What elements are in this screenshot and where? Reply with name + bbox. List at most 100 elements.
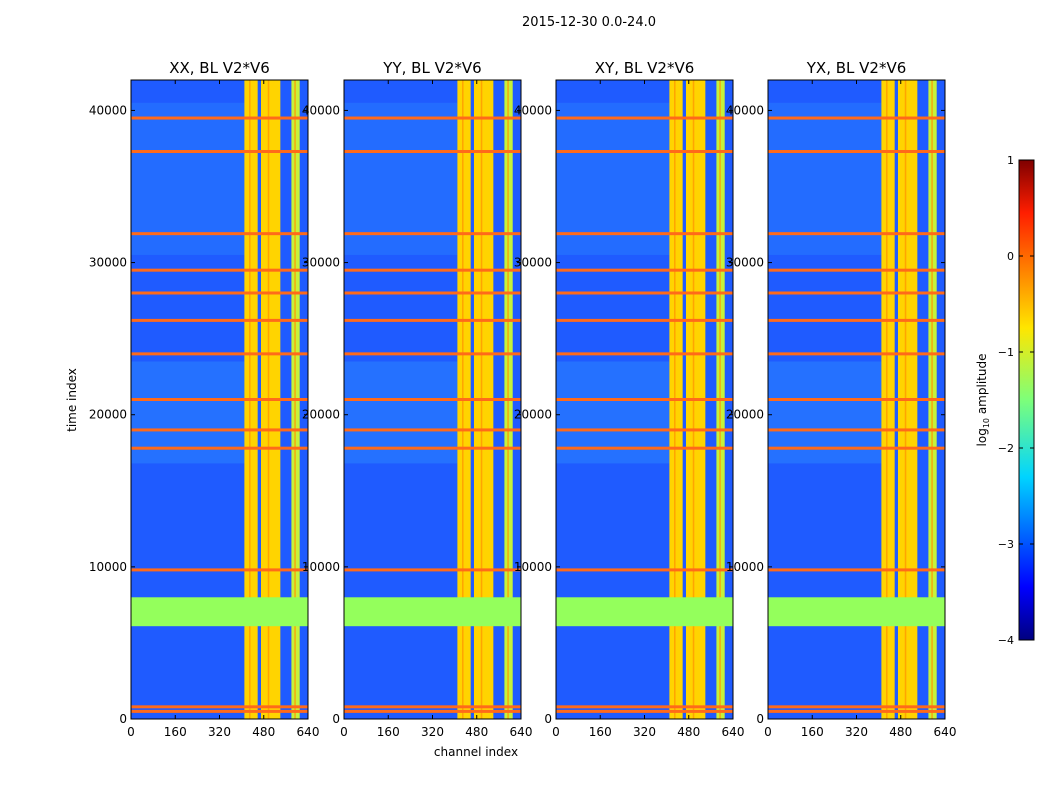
- y-tick-label: 30000: [89, 256, 127, 270]
- colorbar-label-sub: 10: [982, 418, 991, 428]
- rfi-time-row: [344, 446, 521, 450]
- y-tick-label: 30000: [514, 256, 552, 270]
- panel-yx: YX, BL V2*V6 0 160 320 480 640 0 10000 20000 3000…: [726, 59, 957, 739]
- y-tick-label: 40000: [89, 103, 127, 117]
- y-tick-label: 0: [119, 712, 127, 726]
- colorbar-gradient: [1018, 159, 1035, 641]
- rfi-time-row: [344, 291, 521, 295]
- rfi-time-row: [556, 268, 733, 272]
- rfi-time-row: [768, 268, 945, 272]
- rfi-time-row: [556, 568, 733, 572]
- rfi-time-row: [131, 705, 308, 709]
- colorbar-tick-label: −2: [998, 442, 1014, 455]
- rfi-time-row: [131, 318, 308, 322]
- rfi-time-row: [131, 398, 308, 401]
- rfi-time-row: [556, 318, 733, 322]
- y-tick-label: 0: [544, 712, 552, 726]
- panel-title: YY, BL V2*V6: [382, 59, 481, 77]
- colorbar-tick-label: 1: [1007, 154, 1014, 167]
- rfi-time-row: [344, 709, 521, 713]
- panel-title: XX, BL V2*V6: [169, 59, 270, 77]
- y-tick-label: 20000: [89, 408, 127, 422]
- heatmap-emission-region: [344, 102, 458, 255]
- x-tick-label: 640: [934, 725, 957, 739]
- heatmap-emission-region: [768, 102, 882, 255]
- rfi-time-row: [556, 150, 733, 154]
- heatmap-emission-region: [131, 361, 245, 464]
- y-tick-label: 10000: [726, 560, 764, 574]
- rfi-time-row: [556, 291, 733, 295]
- rfi-time-row: [131, 291, 308, 295]
- panels: XX, BL V2*V6 0 160 320 480 640 0 10000 20000 3000…: [89, 59, 957, 739]
- rfi-time-row: [768, 446, 945, 450]
- heatmap-emission-region: [768, 361, 882, 464]
- rfi-time-row: [131, 446, 308, 450]
- rfi-time-row: [768, 709, 945, 713]
- rfi-time-row: [556, 232, 733, 236]
- x-tick-label: 640: [510, 725, 533, 739]
- y-tick-label: 20000: [514, 408, 552, 422]
- rfi-time-row: [768, 318, 945, 322]
- x-tick-label: 480: [465, 725, 488, 739]
- rfi-time-row: [131, 709, 308, 713]
- x-tick-label: 320: [421, 725, 444, 739]
- x-tick-label: 320: [633, 725, 656, 739]
- y-tick-label: 10000: [302, 560, 340, 574]
- rfi-time-row: [344, 232, 521, 236]
- y-tick-label: 0: [756, 712, 764, 726]
- rfi-time-row: [131, 428, 308, 432]
- x-tick-label: 0: [764, 725, 772, 739]
- colorbar-ticks: 1 0 −1 −2 −3 −4: [998, 154, 1034, 647]
- x-tick-label: 320: [208, 725, 231, 739]
- colorbar-tick-label: −4: [998, 634, 1014, 647]
- y-tick-label: 20000: [302, 408, 340, 422]
- figure-suptitle: 2015-12-30 0.0-24.0: [522, 15, 656, 30]
- rfi-time-row: [131, 352, 308, 356]
- x-tick-label: 0: [340, 725, 348, 739]
- y-tick-label: 40000: [302, 103, 340, 117]
- panel-title: YX, BL V2*V6: [806, 59, 907, 77]
- x-axis-label: channel index: [434, 745, 518, 759]
- rfi-time-row: [131, 268, 308, 272]
- rfi-time-row: [768, 291, 945, 295]
- rfi-time-row: [344, 150, 521, 154]
- colorbar-label-main: log: [975, 428, 989, 446]
- colorbar-tick-label: −3: [998, 538, 1014, 551]
- rfi-time-row: [131, 232, 308, 236]
- heatmap-emission-region: [556, 102, 670, 255]
- rfi-time-row: [556, 705, 733, 709]
- heatmap-emission-region: [131, 102, 245, 255]
- rfi-time-row: [768, 398, 945, 401]
- y-tick-label: 10000: [89, 560, 127, 574]
- rfi-time-row: [344, 116, 521, 120]
- x-tick-label: 640: [722, 725, 745, 739]
- y-tick-label: 20000: [726, 408, 764, 422]
- rfi-time-row: [556, 428, 733, 432]
- x-tick-label: 480: [889, 725, 912, 739]
- rfi-time-row: [768, 705, 945, 709]
- rfi-time-row: [344, 568, 521, 572]
- y-tick-label: 30000: [302, 256, 340, 270]
- colorbar-label-rest: amplitude: [975, 354, 989, 418]
- panel-xy: XY, BL V2*V6 0 160 320 480 640 0 10000 20000 3000…: [514, 59, 745, 739]
- rfi-time-row: [344, 705, 521, 709]
- y-tick-label: 10000: [514, 560, 552, 574]
- y-axis-label: time index: [65, 368, 79, 432]
- rfi-time-row: [131, 568, 308, 572]
- y-tick-label: 0: [332, 712, 340, 726]
- y-tick-label: 40000: [514, 103, 552, 117]
- rfi-time-row: [344, 352, 521, 356]
- panel-title: XY, BL V2*V6: [595, 59, 695, 77]
- y-tick-label: 30000: [726, 256, 764, 270]
- x-tick-label: 160: [589, 725, 612, 739]
- rfi-time-row: [768, 150, 945, 154]
- rfi-time-row: [556, 446, 733, 450]
- rfi-time-row: [344, 318, 521, 322]
- panel-xx: XX, BL V2*V6 0 160 320 480 640 0 10000 20000 3000…: [89, 59, 320, 739]
- rfi-time-row: [768, 352, 945, 356]
- x-tick-label: 0: [127, 725, 135, 739]
- x-tick-label: 320: [845, 725, 868, 739]
- x-tick-label: 480: [677, 725, 700, 739]
- x-tick-label: 160: [164, 725, 187, 739]
- flagged-time-range: [344, 597, 521, 627]
